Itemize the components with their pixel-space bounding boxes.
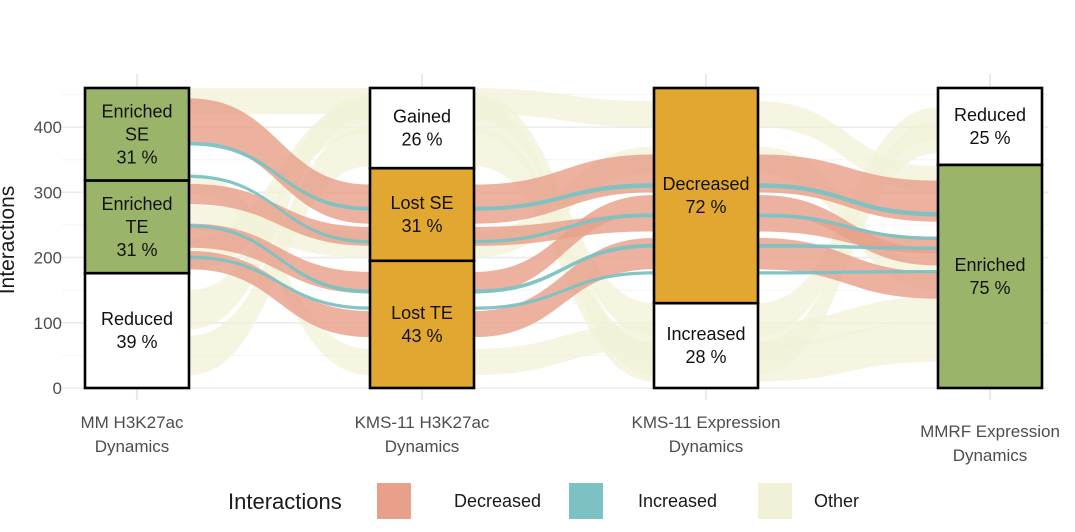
stratum: Enriched SE 31 %	[83, 86, 191, 182]
stratum: Reduced 25 %	[936, 86, 1044, 167]
flow-other	[189, 172, 370, 375]
stratum-label: 26 %	[401, 130, 442, 150]
stratum-label: Enriched	[954, 255, 1025, 275]
flow-decreased	[758, 237, 938, 299]
stratum-label: 75 %	[969, 278, 1010, 298]
stratum-box	[936, 163, 1044, 390]
flow-decreased	[189, 183, 370, 246]
legend-title: Interactions	[228, 489, 342, 514]
x-axis-label: MM H3K27ac	[81, 413, 184, 432]
stratum-label: Gained	[393, 107, 451, 127]
x-axis-label: Dynamics	[95, 437, 170, 456]
flow-increased	[189, 255, 370, 310]
stratum-label: SE	[125, 124, 149, 144]
flow-increased	[189, 141, 370, 211]
stratum: Decreased 72 %	[652, 86, 760, 305]
legend-key-decreased	[377, 483, 411, 519]
stratum-label: Increased	[666, 324, 745, 344]
stratum-box	[83, 86, 191, 182]
stratum-box	[83, 179, 191, 275]
flow-other	[474, 87, 654, 128]
stratum: Lost TE 43 %	[368, 259, 476, 390]
stratum-box	[83, 271, 191, 390]
stratum-label: 72 %	[685, 197, 726, 217]
stratum-label: Reduced	[954, 105, 1026, 125]
stratum-label: 31 %	[401, 216, 442, 236]
stratum-label: Reduced	[101, 309, 173, 329]
x-axis-label: Dynamics	[669, 437, 744, 456]
flow-other	[758, 322, 938, 382]
y-tick-label: 300	[34, 183, 62, 202]
flow-increased	[474, 213, 654, 244]
flows	[189, 87, 938, 382]
stratum: Reduced 39 %	[83, 271, 191, 390]
flow-increased	[758, 213, 938, 240]
legend-label: Increased	[638, 491, 717, 511]
stratum-box	[652, 86, 760, 305]
stratum-box	[368, 166, 476, 263]
stratum: Lost SE 31 %	[368, 166, 476, 263]
stratum-label: 25 %	[969, 128, 1010, 148]
flow-other	[189, 205, 370, 258]
stratum-label: Enriched	[101, 101, 172, 121]
flow-decreased	[189, 251, 370, 338]
stratum: Enriched 75 %	[936, 163, 1044, 390]
stratum-label: Lost SE	[390, 193, 453, 213]
stratum-label: 31 %	[116, 147, 157, 167]
x-axis-label: MMRF Expression	[920, 422, 1060, 441]
flow-increased	[758, 183, 938, 217]
flow-increased	[758, 243, 938, 250]
x-axis: MM H3K27ac Dynamics KMS-11 H3K27ac Dynamics…	[81, 413, 1060, 465]
y-axis: Interactions 0 100 200 300 400	[0, 118, 62, 398]
stratum: Enriched TE 31 %	[83, 179, 191, 275]
legend: Interactions Decreased Increased Other	[228, 483, 859, 519]
y-tick-label: 400	[34, 118, 62, 137]
stratum-box	[652, 301, 760, 390]
stratum-label: Lost TE	[391, 303, 453, 323]
stratum-label: Enriched	[101, 194, 172, 214]
flow-other	[474, 127, 654, 382]
stratum: Increased 28 %	[652, 301, 760, 390]
legend-key-increased	[569, 483, 603, 519]
stratum-box	[936, 86, 1044, 167]
stratum-box	[368, 259, 476, 390]
stratum-label: 28 %	[685, 347, 726, 367]
stratum-label: 39 %	[116, 332, 157, 352]
flow-increased	[189, 224, 370, 294]
x-axis-label: KMS-11 Expression	[632, 413, 781, 432]
y-tick-label: 0	[53, 379, 62, 398]
flow-increased	[474, 243, 654, 294]
stratum-label: TE	[125, 217, 148, 237]
flow-increased	[474, 183, 654, 211]
flow-increased	[758, 269, 938, 275]
flow-increased	[189, 174, 370, 244]
legend-label: Decreased	[454, 491, 541, 511]
x-axis-label: KMS-11 H3K27ac	[355, 413, 490, 432]
stratum-label: 31 %	[116, 240, 157, 260]
flow-decreased	[758, 154, 938, 222]
flow-decreased	[189, 98, 370, 224]
legend-label: Other	[814, 491, 859, 511]
y-tick-label: 100	[34, 314, 62, 333]
flow-increased	[474, 271, 654, 310]
y-axis-title: Interactions	[0, 186, 19, 295]
x-axis-label: Dynamics	[385, 437, 460, 456]
x-axis-label: Dynamics	[953, 446, 1028, 465]
flow-decreased	[474, 237, 654, 338]
y-tick-label: 200	[34, 249, 62, 268]
legend-key-other	[758, 483, 792, 519]
strata: Enriched SE 31 % Enriched TE 31 % Reduced 39 % G…	[83, 86, 1044, 390]
stratum-label: 43 %	[401, 326, 442, 346]
stratum-label: Decreased	[662, 174, 749, 194]
stratum: Gained 26 %	[368, 86, 476, 170]
stratum-box	[368, 86, 476, 170]
